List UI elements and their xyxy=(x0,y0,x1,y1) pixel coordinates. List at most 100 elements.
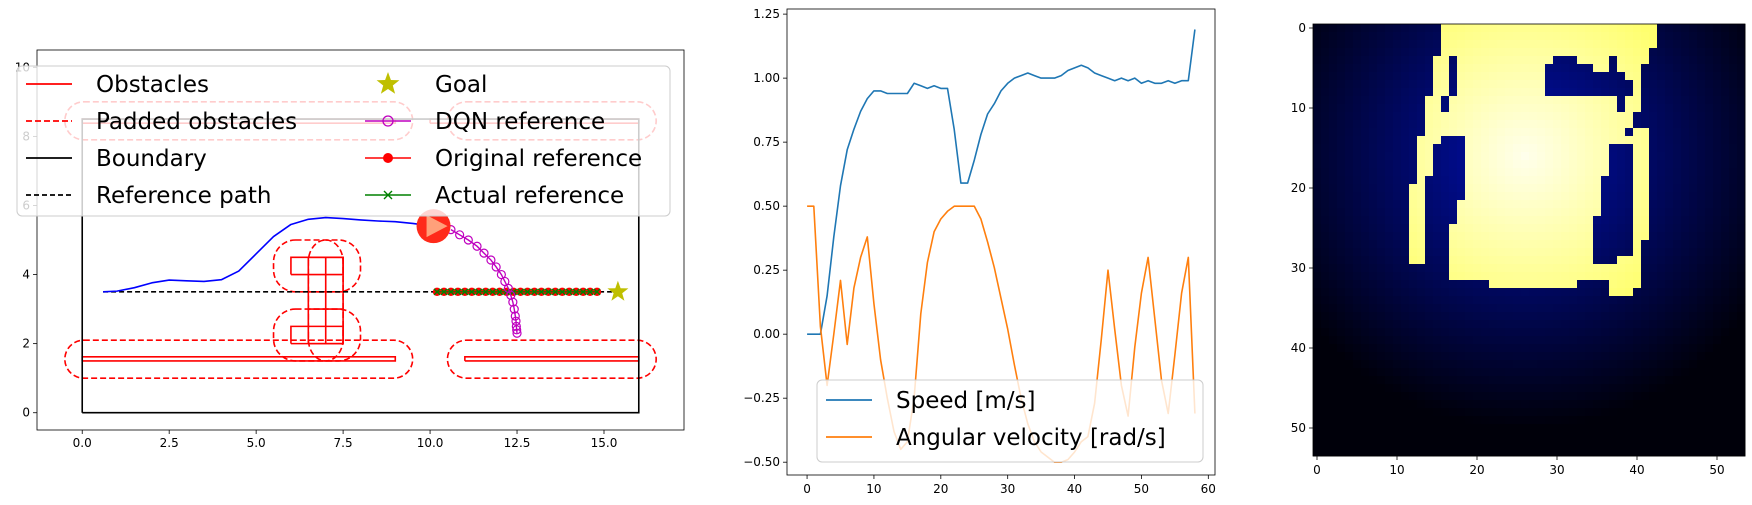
heatmap-cell xyxy=(1689,248,1698,257)
heatmap-cell xyxy=(1417,136,1426,145)
heatmap-cell xyxy=(1353,296,1362,305)
heatmap-cell xyxy=(1625,344,1634,353)
dqn-reference-point xyxy=(455,230,465,240)
heatmap-cell xyxy=(1473,136,1482,145)
heatmap-cell xyxy=(1433,408,1442,417)
heatmap-cell xyxy=(1497,416,1506,425)
heatmap-cell xyxy=(1521,288,1530,297)
heatmap-cell xyxy=(1489,400,1498,409)
heatmap-cell xyxy=(1633,48,1642,57)
heatmap-cell xyxy=(1361,384,1370,393)
heatmap-cell xyxy=(1377,184,1386,193)
heatmap-cell xyxy=(1689,344,1698,353)
heatmap-cell xyxy=(1705,80,1714,89)
heatmap-cell xyxy=(1321,328,1330,337)
heatmap-cell xyxy=(1569,200,1578,209)
heatmap-cell xyxy=(1665,72,1674,81)
heatmap-cell xyxy=(1441,344,1450,353)
heatmap-cell xyxy=(1449,216,1458,225)
heatmap-cell xyxy=(1513,288,1522,297)
heatmap-cell xyxy=(1313,184,1322,193)
heatmap-cell xyxy=(1449,56,1458,65)
heatmap-cell xyxy=(1321,440,1330,449)
heatmap-cell xyxy=(1537,32,1546,41)
heatmap-cell xyxy=(1377,24,1386,33)
heatmap-cell xyxy=(1561,72,1570,81)
heatmap-cell xyxy=(1417,264,1426,273)
heatmap-cell xyxy=(1465,240,1474,249)
heatmap-cell xyxy=(1401,216,1410,225)
heatmap-cell xyxy=(1657,360,1666,369)
heatmap-cell xyxy=(1553,400,1562,409)
heatmap-cell xyxy=(1529,96,1538,105)
heatmap-cell xyxy=(1609,352,1618,361)
heatmap-cell xyxy=(1545,336,1554,345)
heatmap-cell xyxy=(1345,256,1354,265)
heatmap-cell xyxy=(1329,240,1338,249)
heatmap-cell xyxy=(1393,40,1402,49)
heatmap-cell xyxy=(1497,280,1506,289)
heatmap-cell xyxy=(1433,128,1442,137)
heatmap-cell xyxy=(1329,280,1338,289)
heatmap-cell xyxy=(1521,128,1530,137)
heatmap-cell xyxy=(1369,240,1378,249)
heatmap-cell xyxy=(1489,160,1498,169)
heatmap-cell xyxy=(1561,96,1570,105)
heatmap-cell xyxy=(1641,224,1650,233)
heatmap-cell xyxy=(1393,200,1402,209)
heatmap-cell xyxy=(1329,40,1338,49)
heatmap-cell xyxy=(1585,168,1594,177)
heatmap-cell xyxy=(1585,320,1594,329)
heatmap-cell xyxy=(1513,272,1522,281)
heatmap-cell xyxy=(1625,296,1634,305)
heatmap-cell xyxy=(1457,400,1466,409)
heatmap-cell xyxy=(1705,192,1714,201)
heatmap-cell xyxy=(1329,360,1338,369)
heatmap-cell xyxy=(1321,368,1330,377)
heatmap-cell xyxy=(1329,136,1338,145)
heatmap-cell xyxy=(1737,312,1746,321)
heatmap-cell xyxy=(1441,288,1450,297)
heatmap-cell xyxy=(1593,288,1602,297)
heatmap-cell xyxy=(1617,80,1626,89)
heatmap-cell xyxy=(1337,168,1346,177)
heatmap-cell xyxy=(1457,136,1466,145)
heatmap-cell xyxy=(1633,232,1642,241)
heatmap-cell xyxy=(1425,208,1434,217)
heatmap-cell xyxy=(1633,312,1642,321)
heatmap-cell xyxy=(1705,416,1714,425)
heatmap-cell xyxy=(1665,344,1674,353)
heatmap-cell xyxy=(1697,32,1706,41)
heatmap-cell xyxy=(1369,200,1378,209)
heatmap-cell xyxy=(1729,376,1738,385)
heatmap-cell xyxy=(1353,360,1362,369)
heatmap-cell xyxy=(1713,88,1722,97)
heatmap-cell xyxy=(1409,296,1418,305)
heatmap-cell xyxy=(1705,320,1714,329)
heatmap-cell xyxy=(1329,216,1338,225)
heatmap-cell xyxy=(1321,384,1330,393)
dqn-reference-point xyxy=(511,316,521,326)
heatmap-cell xyxy=(1641,256,1650,265)
heatmap-cell xyxy=(1417,352,1426,361)
heatmap-cell xyxy=(1633,328,1642,337)
heatmap-cell xyxy=(1489,360,1498,369)
heatmap-cell xyxy=(1609,392,1618,401)
heatmap-cell xyxy=(1457,56,1466,65)
heatmap-cell xyxy=(1641,176,1650,185)
heatmap-cell xyxy=(1657,56,1666,65)
heatmap-cell xyxy=(1609,80,1618,89)
heatmap-cell xyxy=(1601,208,1610,217)
heatmap-cell xyxy=(1561,256,1570,265)
heatmap-cell xyxy=(1329,88,1338,97)
legend-box xyxy=(16,65,671,217)
heatmap-cell xyxy=(1369,392,1378,401)
heatmap-cell xyxy=(1481,192,1490,201)
heatmap-cell xyxy=(1729,360,1738,369)
heatmap-cell xyxy=(1553,312,1562,321)
heatmap-cell xyxy=(1433,376,1442,385)
heatmap-cell xyxy=(1497,120,1506,129)
heatmap-cell xyxy=(1689,216,1698,225)
heatmap-cell xyxy=(1721,136,1730,145)
heatmap-cell xyxy=(1457,440,1466,449)
